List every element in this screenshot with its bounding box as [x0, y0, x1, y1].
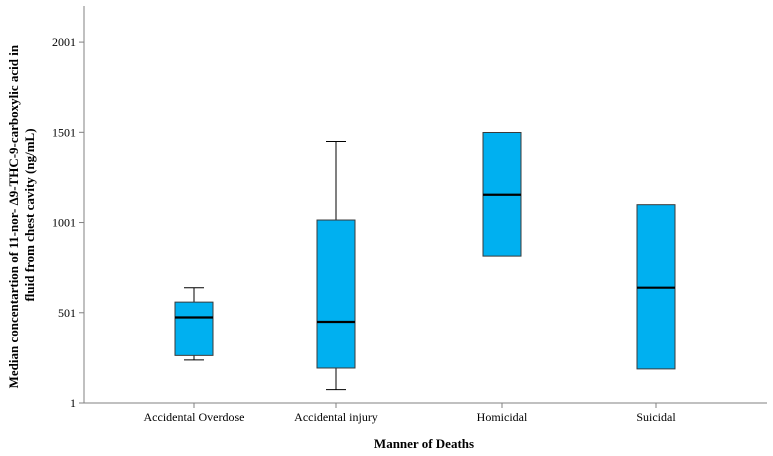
x-tick-label: Homicidal: [477, 410, 528, 424]
y-axis-title-line-2: fluid from chest cavity (ng/mL): [22, 128, 37, 301]
y-axis-title-line-1: Median concentartion of 11-nor- Δ9-THC-9…: [6, 44, 21, 388]
box-accidental-injury: [316, 219, 356, 369]
y-tick-label: 2001: [52, 35, 76, 49]
x-tick-label: Suicidal: [636, 410, 676, 424]
x-tick-label: Accidental injury: [294, 410, 378, 424]
y-tick-label: 501: [58, 306, 76, 320]
x-axis-title: Manner of Deaths: [374, 436, 474, 451]
y-tick-label: 1: [70, 396, 76, 410]
x-tick-label: Accidental Overdose: [144, 410, 245, 424]
y-tick-label: 1501: [52, 125, 76, 139]
y-axis-title: Median concentartion of 11-nor- Δ9-THC-9…: [6, 42, 37, 389]
box-accidental-overdose: [174, 301, 214, 356]
y-tick-label: 1001: [52, 216, 76, 230]
